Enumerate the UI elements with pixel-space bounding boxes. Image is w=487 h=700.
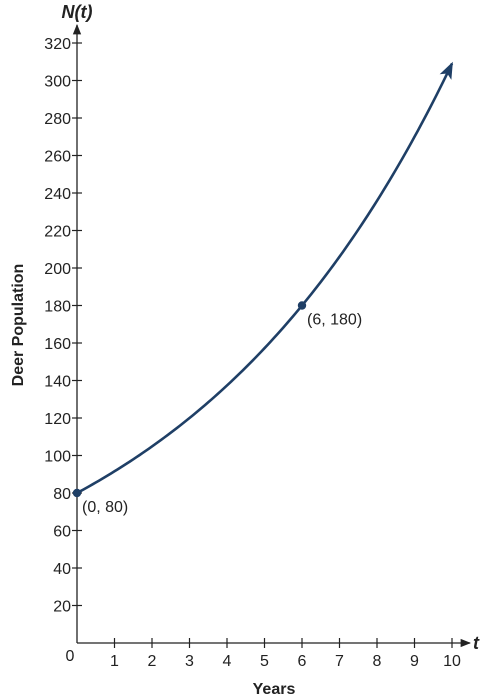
curve-layer xyxy=(76,61,454,495)
x-tick-label: 3 xyxy=(185,653,194,670)
origin-label: 0 xyxy=(66,648,75,665)
x-tick-label: 4 xyxy=(223,653,232,670)
y-tick-label: 140 xyxy=(44,374,71,391)
y-tick-label: 60 xyxy=(53,524,71,541)
y-axis-title: Deer Population xyxy=(10,264,27,387)
data-point-label: (0, 80) xyxy=(82,499,128,516)
data-point-label: (6, 180) xyxy=(307,312,362,329)
y-tick-label: 240 xyxy=(44,186,71,203)
x-tick-label: 6 xyxy=(298,653,307,670)
y-tick-label: 120 xyxy=(44,411,71,428)
y-tick-label: 220 xyxy=(44,224,71,241)
y-tick-label: 180 xyxy=(44,299,71,316)
x-axis-title: Years xyxy=(253,681,296,698)
y-axis-variable: N(t) xyxy=(62,2,93,22)
x-axis-variable: t xyxy=(473,633,480,653)
y-tick-label: 260 xyxy=(44,149,71,166)
y-tick-label: 100 xyxy=(44,449,71,466)
x-tick-label: 1 xyxy=(110,653,119,670)
y-tick-label: 80 xyxy=(53,486,71,503)
x-tick-label: 8 xyxy=(373,653,382,670)
y-tick-label: 20 xyxy=(53,599,71,616)
series-arrowhead xyxy=(439,61,453,80)
axes xyxy=(72,23,472,648)
y-tick-label: 320 xyxy=(44,36,71,53)
y-ticks: 20 40 60 80 100 120 140 160 180 200 220 240 260 280 30… xyxy=(44,36,82,616)
y-tick-label: 200 xyxy=(44,261,71,278)
series-line xyxy=(76,62,454,495)
x-tick-label: 10 xyxy=(443,653,461,670)
y-axis-variable-arg: t xyxy=(81,2,88,22)
data-point xyxy=(297,301,307,310)
x-tick-label: 7 xyxy=(335,653,344,670)
y-axis-variable-prefix: N( xyxy=(62,2,83,22)
x-tick-label: 9 xyxy=(410,653,419,670)
y-tick-label: 40 xyxy=(53,561,71,578)
y-tick-label: 280 xyxy=(44,111,71,128)
y-tick-label: 160 xyxy=(44,336,71,353)
x-tick-label: 2 xyxy=(148,653,157,670)
points-layer: (0, 80) (6, 180) xyxy=(72,301,362,516)
y-axis-variable-suffix: ) xyxy=(85,2,93,22)
x-ticks: 1 2 3 4 5 6 7 8 9 10 xyxy=(110,638,461,670)
y-tick-label: 300 xyxy=(44,74,71,91)
data-point xyxy=(72,488,82,498)
x-tick-label: 5 xyxy=(260,653,269,670)
